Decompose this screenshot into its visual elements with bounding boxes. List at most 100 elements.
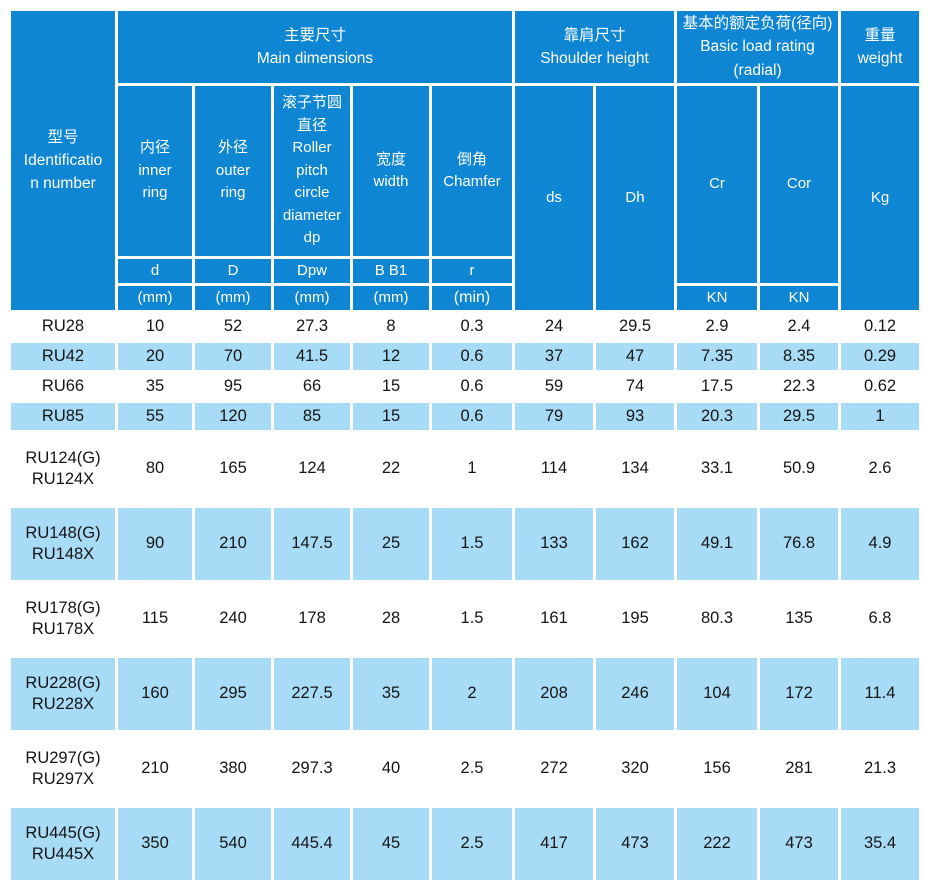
- value-cell: 47: [596, 343, 674, 370]
- value-cell: 76.8: [760, 508, 838, 580]
- unit-mm-b: (mm): [353, 286, 429, 310]
- value-cell: 0.6: [432, 343, 512, 370]
- value-cell: 195: [596, 583, 674, 655]
- table-row: RU228(G) RU228X 160 295 227.5 35 2 208 246 104 17…: [11, 658, 919, 730]
- value-cell: 33.1: [677, 433, 757, 505]
- col-chamfer: 倒角 Chamfer: [432, 86, 512, 256]
- header-group-row: 型号 Identificatio n number 主要尺寸 Main dime…: [11, 11, 919, 310]
- value-cell: 29.5: [596, 313, 674, 340]
- value-cell: 2.5: [432, 733, 512, 805]
- value-cell: 50.9: [760, 433, 838, 505]
- unit-kn-cr: KN: [677, 286, 757, 310]
- group-main-dimensions: 主要尺寸 Main dimensions: [118, 11, 512, 83]
- model-cell: RU148(G) RU148X: [11, 508, 115, 580]
- value-cell: 417: [515, 808, 593, 880]
- value-cell: 2.5: [432, 808, 512, 880]
- unit-mm-D: (mm): [195, 286, 271, 310]
- value-cell: 4.9: [841, 508, 919, 580]
- col-outer-ring: 外径 outer ring: [195, 86, 271, 256]
- unit-kn-cor: KN: [760, 286, 838, 310]
- table-row: RU178(G) RU178X 115 240 178 28 1.5 161 195 80.3 1…: [11, 583, 919, 655]
- value-cell: 178: [274, 583, 350, 655]
- model-cell: RU228(G) RU228X: [11, 658, 115, 730]
- col-kg: Kg: [841, 86, 919, 310]
- value-cell: 165: [195, 433, 271, 505]
- value-cell: 70: [195, 343, 271, 370]
- model-cell: RU66: [11, 373, 115, 400]
- value-cell: 35: [118, 373, 192, 400]
- value-cell: 2.9: [677, 313, 757, 340]
- unit-mm-d: (mm): [118, 286, 192, 310]
- header-symbol-row: d D Dpw B B1 r: [11, 259, 919, 283]
- value-cell: 59: [515, 373, 593, 400]
- value-cell: 320: [596, 733, 674, 805]
- model-cell: RU124(G) RU124X: [11, 433, 115, 505]
- table-row: RU66 35 95 66 15 0.6 59 74 17.5 22.3 0.62: [11, 373, 919, 400]
- value-cell: 135: [760, 583, 838, 655]
- value-cell: 156: [677, 733, 757, 805]
- value-cell: 2: [432, 658, 512, 730]
- value-cell: 8.35: [760, 343, 838, 370]
- value-cell: 227.5: [274, 658, 350, 730]
- col-cr: Cr: [677, 86, 757, 283]
- model-cell: RU178(G) RU178X: [11, 583, 115, 655]
- unit-mm-dpw: (mm): [274, 286, 350, 310]
- value-cell: 2.6: [841, 433, 919, 505]
- value-cell: 85: [274, 403, 350, 430]
- model-cell: RU42: [11, 343, 115, 370]
- value-cell: 22: [353, 433, 429, 505]
- value-cell: 49.1: [677, 508, 757, 580]
- value-cell: 114: [515, 433, 593, 505]
- bearing-spec-table: 型号 Identificatio n number 主要尺寸 Main dime…: [8, 8, 922, 883]
- value-cell: 45: [353, 808, 429, 880]
- value-cell: 0.3: [432, 313, 512, 340]
- value-cell: 17.5: [677, 373, 757, 400]
- col-ds: ds: [515, 86, 593, 310]
- value-cell: 66: [274, 373, 350, 400]
- value-cell: 22.3: [760, 373, 838, 400]
- value-cell: 95: [195, 373, 271, 400]
- col-width: 宽度 width: [353, 86, 429, 256]
- table-row: RU42 20 70 41.5 12 0.6 37 47 7.35 8.35 0.29: [11, 343, 919, 370]
- col-roller-pitch-diameter: 滚子节圆 直径 Roller pitch circle diameter dp: [274, 86, 350, 256]
- value-cell: 41.5: [274, 343, 350, 370]
- value-cell: 25: [353, 508, 429, 580]
- value-cell: 0.62: [841, 373, 919, 400]
- value-cell: 6.8: [841, 583, 919, 655]
- id-number-header: 型号 Identificatio n number: [11, 11, 115, 310]
- symbol-D: D: [195, 259, 271, 283]
- unit-min-r: (min): [432, 286, 512, 310]
- col-cor: Cor: [760, 86, 838, 283]
- table-row: RU28 10 52 27.3 8 0.3 24 29.5 2.9 2.4 0.12: [11, 313, 919, 340]
- value-cell: 24: [515, 313, 593, 340]
- table-row: RU445(G) RU445X 350 540 445.4 45 2.5 417 473 222…: [11, 808, 919, 880]
- table-header: 型号 Identificatio n number 主要尺寸 Main dime…: [11, 11, 919, 310]
- table-row: RU124(G) RU124X 80 165 124 22 1 114 134 33.1 50.9…: [11, 433, 919, 505]
- table-body: RU28 10 52 27.3 8 0.3 24 29.5 2.9 2.4 0.12 RU42 20 70…: [11, 313, 919, 880]
- value-cell: 540: [195, 808, 271, 880]
- value-cell: 281: [760, 733, 838, 805]
- value-cell: 272: [515, 733, 593, 805]
- value-cell: 74: [596, 373, 674, 400]
- value-cell: 160: [118, 658, 192, 730]
- value-cell: 35.4: [841, 808, 919, 880]
- header-unit-row: (mm) (mm) (mm) (mm) (min) KN KN: [11, 286, 919, 310]
- model-cell: RU28: [11, 313, 115, 340]
- symbol-r: r: [432, 259, 512, 283]
- value-cell: 15: [353, 373, 429, 400]
- model-cell: RU85: [11, 403, 115, 430]
- value-cell: 79: [515, 403, 593, 430]
- value-cell: 161: [515, 583, 593, 655]
- symbol-b-b1: B B1: [353, 259, 429, 283]
- col-dh: Dh: [596, 86, 674, 310]
- table-row: RU85 55 120 85 15 0.6 79 93 20.3 29.5 1: [11, 403, 919, 430]
- value-cell: 35: [353, 658, 429, 730]
- value-cell: 21.3: [841, 733, 919, 805]
- group-weight: 重量 weight: [841, 11, 919, 83]
- value-cell: 0.6: [432, 373, 512, 400]
- col-inner-ring: 内径 inner ring: [118, 86, 192, 256]
- value-cell: 134: [596, 433, 674, 505]
- value-cell: 147.5: [274, 508, 350, 580]
- value-cell: 90: [118, 508, 192, 580]
- value-cell: 473: [596, 808, 674, 880]
